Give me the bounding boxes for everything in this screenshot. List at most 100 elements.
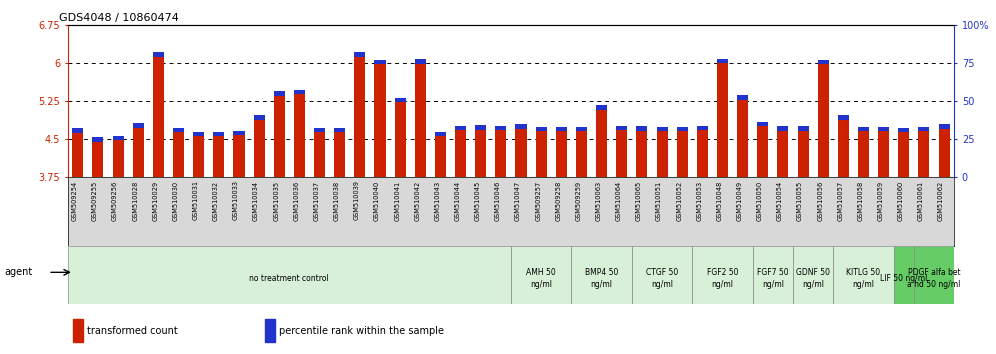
Bar bbox=[858, 127, 870, 131]
Text: GSM510045: GSM510045 bbox=[475, 181, 481, 221]
Text: GSM509254: GSM509254 bbox=[72, 181, 78, 221]
Bar bbox=[394, 102, 405, 177]
Bar bbox=[132, 123, 143, 128]
Bar bbox=[536, 131, 547, 177]
Bar bbox=[314, 128, 325, 132]
Bar bbox=[757, 122, 768, 126]
Text: GSM510064: GSM510064 bbox=[616, 181, 622, 221]
Text: GSM510057: GSM510057 bbox=[838, 181, 844, 221]
Bar bbox=[495, 130, 506, 177]
Bar bbox=[74, 320, 83, 343]
Text: GSM510043: GSM510043 bbox=[434, 181, 440, 221]
Bar bbox=[697, 130, 708, 177]
Text: no treatment control: no treatment control bbox=[249, 274, 330, 282]
Text: GSM510059: GSM510059 bbox=[877, 181, 883, 221]
Bar bbox=[918, 127, 929, 131]
Bar bbox=[556, 127, 567, 131]
Text: FGF7 50
ng/ml: FGF7 50 ng/ml bbox=[757, 268, 789, 289]
Bar bbox=[656, 131, 667, 177]
Bar bbox=[294, 90, 305, 94]
Bar bbox=[757, 126, 768, 177]
Text: GSM510051: GSM510051 bbox=[656, 181, 662, 221]
Bar bbox=[274, 91, 285, 96]
Bar bbox=[314, 132, 325, 177]
Bar bbox=[838, 120, 849, 177]
Text: GSM510056: GSM510056 bbox=[817, 181, 824, 221]
Text: GSM509258: GSM509258 bbox=[556, 181, 562, 221]
Bar bbox=[132, 128, 143, 177]
Text: agent: agent bbox=[4, 267, 32, 277]
Text: GSM510037: GSM510037 bbox=[314, 181, 320, 221]
Text: GSM510049: GSM510049 bbox=[737, 181, 743, 221]
Bar bbox=[374, 60, 385, 64]
Text: GSM510046: GSM510046 bbox=[495, 181, 501, 221]
Bar bbox=[717, 63, 728, 177]
Bar bbox=[636, 131, 647, 177]
Bar bbox=[898, 132, 909, 177]
Text: GSM510058: GSM510058 bbox=[858, 181, 864, 221]
Bar bbox=[596, 109, 608, 177]
Text: GSM510038: GSM510038 bbox=[334, 181, 340, 221]
Text: AMH 50
ng/ml: AMH 50 ng/ml bbox=[526, 268, 556, 289]
Bar bbox=[254, 115, 265, 120]
Bar bbox=[878, 127, 889, 131]
Bar bbox=[455, 130, 466, 177]
Bar bbox=[73, 133, 84, 177]
Text: GSM510040: GSM510040 bbox=[374, 181, 380, 221]
Bar bbox=[778, 131, 789, 177]
Bar bbox=[556, 131, 567, 177]
Bar bbox=[93, 142, 104, 177]
Bar bbox=[938, 124, 949, 129]
Text: transformed count: transformed count bbox=[87, 326, 177, 336]
Text: PDGF alfa bet
a hd 50 ng/ml: PDGF alfa bet a hd 50 ng/ml bbox=[907, 268, 961, 289]
Bar bbox=[697, 126, 708, 130]
Text: GSM509257: GSM509257 bbox=[535, 181, 541, 221]
Text: GSM510050: GSM510050 bbox=[757, 181, 763, 221]
Bar bbox=[335, 132, 346, 177]
Bar bbox=[113, 141, 124, 177]
Bar bbox=[193, 136, 204, 177]
Bar bbox=[355, 57, 366, 177]
Text: GSM510034: GSM510034 bbox=[253, 181, 259, 221]
Text: GSM509256: GSM509256 bbox=[113, 181, 119, 221]
Bar bbox=[475, 125, 486, 130]
Bar bbox=[93, 137, 104, 142]
Bar bbox=[656, 127, 667, 131]
Bar bbox=[692, 246, 753, 304]
Bar bbox=[617, 126, 627, 130]
Bar bbox=[213, 132, 224, 136]
Bar bbox=[676, 131, 687, 177]
Bar bbox=[838, 115, 849, 120]
Bar bbox=[536, 127, 547, 131]
Bar bbox=[374, 64, 385, 177]
Text: KITLG 50
ng/ml: KITLG 50 ng/ml bbox=[847, 268, 880, 289]
Bar bbox=[254, 120, 265, 177]
Bar bbox=[495, 126, 506, 130]
Text: GSM510042: GSM510042 bbox=[414, 181, 420, 221]
Bar bbox=[818, 64, 829, 177]
Text: GSM510047: GSM510047 bbox=[515, 181, 521, 221]
Text: LIF 50 ng/ml: LIF 50 ng/ml bbox=[880, 274, 927, 282]
Text: GSM510031: GSM510031 bbox=[192, 181, 198, 221]
Text: BMP4 50
ng/ml: BMP4 50 ng/ml bbox=[585, 268, 619, 289]
Bar bbox=[73, 128, 84, 133]
Bar bbox=[878, 131, 889, 177]
Text: CTGF 50
ng/ml: CTGF 50 ng/ml bbox=[646, 268, 678, 289]
Bar bbox=[414, 59, 426, 64]
Text: percentile rank within the sample: percentile rank within the sample bbox=[279, 326, 443, 336]
Bar bbox=[572, 246, 631, 304]
Bar bbox=[355, 52, 366, 57]
Text: GSM510029: GSM510029 bbox=[152, 181, 158, 221]
Bar bbox=[676, 127, 687, 131]
Bar bbox=[173, 132, 184, 177]
Bar bbox=[818, 60, 829, 64]
Bar bbox=[265, 320, 275, 343]
Text: GSM510030: GSM510030 bbox=[172, 181, 178, 221]
Bar bbox=[233, 135, 244, 177]
Bar bbox=[914, 246, 954, 304]
Bar bbox=[918, 131, 929, 177]
Bar bbox=[596, 105, 608, 109]
Text: GSM509259: GSM509259 bbox=[576, 181, 582, 221]
Bar bbox=[511, 246, 572, 304]
Bar bbox=[636, 126, 647, 131]
